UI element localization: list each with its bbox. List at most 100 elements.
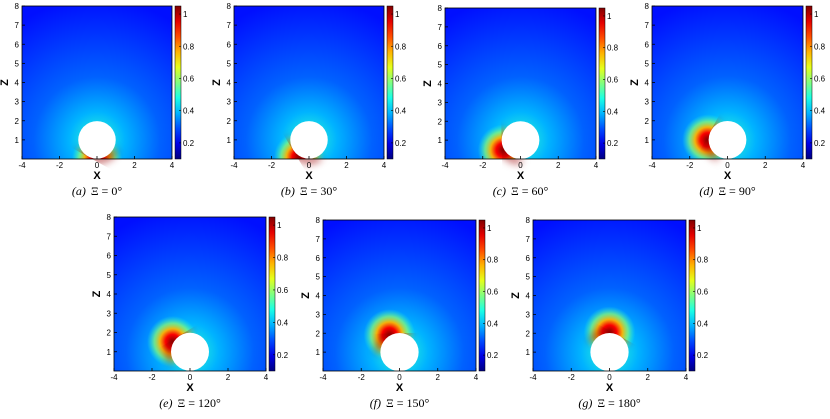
surface-rim	[500, 117, 544, 163]
colorbar-tick-label: 0.2	[607, 139, 619, 148]
sphere	[380, 333, 419, 372]
y-tick-label: 2	[316, 329, 321, 338]
y-tick-label: 8	[526, 216, 531, 225]
panel-1: -4 -2 0 2 4 1 2 3 4 5 6 7 8 X Z 0.2 0.4 0.6 0.8 1 (a) Ξ = 0°	[0, 2, 195, 198]
caption-prefix: (a)	[72, 184, 86, 198]
colorbar-tick-label: 0.2	[487, 351, 499, 360]
x-tick-label: 4	[264, 373, 269, 382]
y-tick-label: 3	[526, 310, 531, 319]
x-tick-label: 0	[518, 161, 523, 170]
y-tick-label: 6	[227, 40, 232, 49]
y-tick-label: 6	[526, 254, 531, 263]
colorbar-tick-label: 1	[487, 224, 492, 233]
y-tick-label: 8	[645, 2, 650, 11]
x-tick-label: -2	[686, 161, 694, 170]
x-tick-label: 0	[607, 373, 612, 382]
colorbar-tick-label: 0.6	[487, 288, 499, 297]
x-tick-label: 0	[397, 373, 402, 382]
y-tick-label: 1	[438, 136, 443, 145]
colorbar-tick-label: 1	[814, 10, 819, 19]
panel-7: -4 -2 0 2 4 1 2 3 4 5 6 7 8 X Z 0.2 0.4 0.6 0.8 1 (g) Ξ = 180…	[510, 216, 709, 410]
y-tick-label: 3	[645, 98, 650, 107]
panel-3: -4 -2 0 2 4 1 2 3 4 5 6 7 8 X Z 0.2 0.4 0.6 0.8 1 (c) Ξ = 60°	[422, 4, 619, 198]
y-tick-label: 5	[227, 59, 232, 68]
y-tick-label: 1	[645, 136, 650, 145]
caption-prefix: (d)	[699, 184, 713, 198]
y-tick-label: 2	[645, 117, 650, 126]
y-tick-label: 4	[107, 290, 112, 299]
x-tick-label: 0	[307, 161, 312, 170]
y-tick-label: 3	[227, 98, 232, 107]
panel-caption: (g) Ξ = 180°	[578, 396, 640, 410]
x-tick-label: 2	[763, 161, 768, 170]
colorbar-tick-label: 0.4	[183, 107, 195, 116]
panel-caption: (a) Ξ = 0°	[72, 184, 122, 198]
x-tick-label: -4	[441, 161, 449, 170]
x-tick-label: 4	[801, 161, 806, 170]
y-tick-label: 4	[438, 80, 443, 89]
surface-rim	[376, 331, 423, 376]
colorbar-tick-label: 0.8	[395, 42, 407, 51]
panel-6: -4 -2 0 2 4 1 2 3 4 5 6 7 8 X Z 0.2 0.4 0.6 0.8 1 (f) Ξ = 150…	[300, 216, 499, 410]
x-tick-label: -4	[319, 373, 327, 382]
x-tick-label: -4	[648, 161, 656, 170]
colorbar	[174, 5, 182, 160]
y-tick-label: 5	[15, 59, 20, 68]
panel-2: -4 -2 0 2 4 1 2 3 4 5 6 7 8 X Z 0.2 0.4 0.6 0.8 1 (b) Ξ = 30°	[211, 2, 407, 198]
colorbar-tick-label: 0.6	[183, 74, 195, 83]
colorbar-tick-label: 0.4	[607, 107, 619, 116]
colorbar	[386, 5, 394, 160]
y-tick-label: 6	[438, 42, 443, 51]
colorbar-tick-label: 0.6	[277, 286, 289, 295]
x-tick-label: 4	[170, 161, 175, 170]
x-tick-label: 0	[725, 161, 730, 170]
sphere	[78, 121, 116, 159]
colorbar-tick-label: 0.6	[697, 288, 709, 297]
x-tick-label: 0	[188, 373, 193, 382]
y-tick-label: 7	[227, 21, 232, 30]
y-tick-label: 8	[438, 4, 443, 13]
panel-caption: (c) Ξ = 60°	[493, 184, 549, 198]
x-tick-label: -4	[529, 373, 537, 382]
x-tick-label: 4	[594, 161, 599, 170]
caption-prefix: (f)	[370, 396, 381, 410]
y-tick-label: 3	[107, 309, 112, 318]
y-tick-label: 2	[526, 329, 531, 338]
y-tick-label: 5	[645, 59, 650, 68]
caption-text: Ξ = 30°	[300, 184, 337, 198]
colorbar-tick-label: 0.2	[697, 351, 709, 360]
colorbar-tick-label: 0.8	[697, 256, 709, 265]
y-tick-label: 4	[645, 79, 650, 88]
caption-text: Ξ = 0°	[91, 184, 122, 198]
x-tick-label: -4	[110, 373, 118, 382]
panel-caption: (f) Ξ = 150°	[370, 396, 430, 410]
colorbar	[268, 216, 276, 372]
y-tick-label: 5	[316, 273, 321, 282]
caption-prefix: (g)	[578, 396, 592, 410]
y-tick-label: 5	[438, 61, 443, 70]
sphere	[501, 121, 540, 159]
x-tick-label: -4	[18, 161, 26, 170]
x-tick-label: 4	[382, 161, 387, 170]
caption-text: Ξ = 180°	[597, 396, 640, 410]
colorbar-tick-label: 0.4	[814, 107, 826, 116]
colorbar-tick-label: 0.8	[277, 254, 289, 263]
x-tick-label: -2	[56, 161, 64, 170]
y-tick-label: 8	[107, 213, 112, 222]
panel-caption: (e) Ξ = 120°	[159, 396, 221, 410]
y-axis-label: Z	[0, 79, 11, 86]
y-tick-label: 3	[438, 98, 443, 107]
sphere	[290, 121, 328, 159]
x-tick-label: 2	[132, 161, 137, 170]
x-tick-label: 4	[474, 373, 479, 382]
y-axis-label: Z	[629, 79, 641, 86]
y-tick-label: 8	[227, 2, 232, 11]
y-tick-label: 6	[645, 40, 650, 49]
y-tick-label: 4	[227, 79, 232, 88]
y-tick-label: 4	[15, 79, 20, 88]
y-tick-label: 5	[526, 273, 531, 282]
caption-prefix: (b)	[281, 184, 295, 198]
y-tick-label: 7	[526, 235, 531, 244]
colorbar	[805, 5, 813, 160]
x-tick-label: -2	[268, 161, 276, 170]
